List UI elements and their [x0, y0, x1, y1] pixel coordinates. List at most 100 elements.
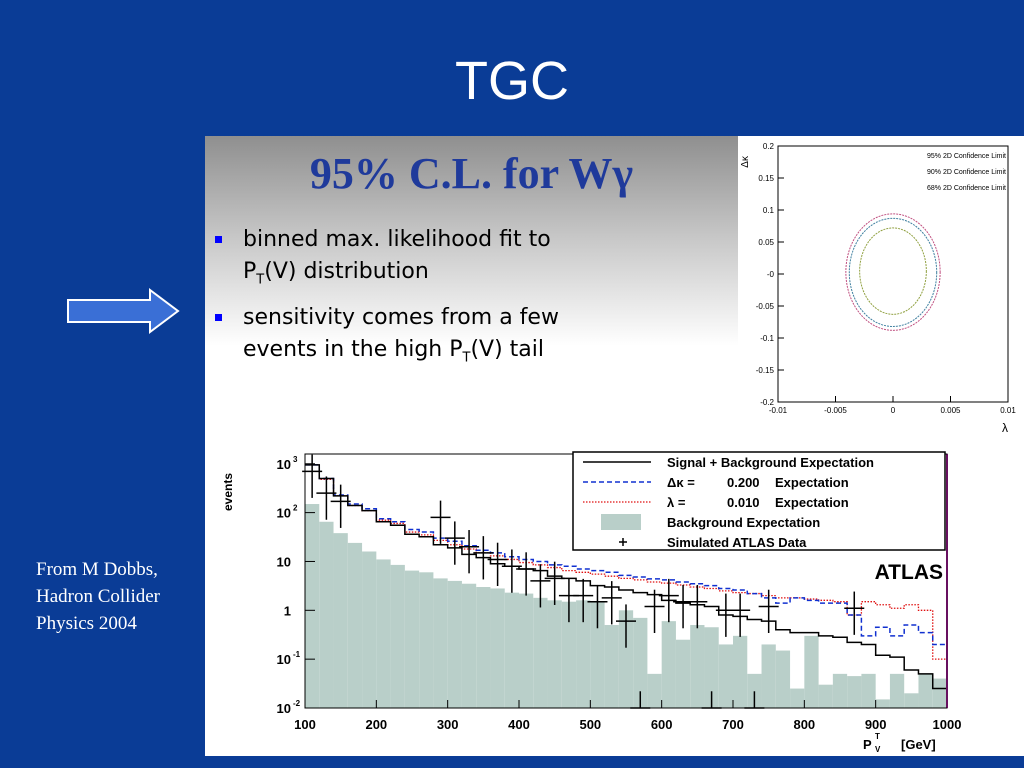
background-bar [447, 580, 462, 708]
bullet-subscript: T [256, 272, 265, 288]
legend-entry: 68% 2D Confidence Limit [927, 185, 1006, 192]
bullet-square-icon [215, 314, 222, 322]
y-tick-label: 0.05 [758, 238, 774, 247]
dk-expectation-line [305, 464, 947, 646]
signal-background-line [305, 464, 947, 690]
background-bar [832, 673, 848, 708]
legend-entry: 95% 2D Confidence Limit [927, 153, 1006, 160]
background-bar [633, 617, 648, 708]
background-bar [362, 551, 377, 708]
background-bar [519, 593, 534, 708]
credit-line: Hadron Collider [36, 586, 161, 607]
legend-value: 0.200 [727, 475, 760, 490]
background-bar [704, 627, 719, 708]
content-panel: 95% C.L. for Wγ binned max. likelihood f… [205, 136, 738, 436]
credit-text: From M Dobbs, Hadron Collider Physics 20… [36, 556, 201, 637]
background-bar [333, 533, 348, 708]
contour-curve [859, 227, 927, 315]
bullet-square-icon [215, 236, 222, 243]
y-tick-label: -0 [767, 270, 775, 279]
background-bar [804, 635, 819, 708]
credit-line: From M Dobbs, [36, 559, 158, 580]
contour-chart: 0.2 0.15 0.1 0.05 -0 -0.05 -0.1 -0.15 -0.2 -0.01 -… [738, 136, 1024, 436]
y-tick-label: 0.1 [763, 206, 775, 215]
background-bar [404, 570, 420, 708]
y-tick-label: 0.15 [758, 174, 774, 183]
background-bar [818, 684, 833, 708]
background-bar [904, 693, 919, 708]
x-tick-label: 0.005 [940, 406, 961, 415]
bullet-text-pre: binned max. likelihood fit to [243, 227, 551, 252]
y-tick-label: -0.05 [756, 302, 775, 311]
background-bar [647, 673, 662, 708]
background-bar [918, 673, 933, 708]
y-tick-label: 10 [277, 506, 291, 521]
bullet-item: binned max. likelihood fit to PT(V) dist… [215, 224, 655, 296]
credit-line: Physics 2004 [36, 613, 137, 634]
background-bar [576, 600, 591, 708]
x-tick-label: 300 [437, 717, 459, 732]
x-tick-label: 0 [891, 406, 896, 415]
x-tick-label: 100 [294, 717, 316, 732]
background-bar [889, 673, 905, 708]
legend-label: Signal + Background Expectation [667, 455, 874, 470]
x-tick-label: 400 [508, 717, 530, 732]
legend-box [572, 451, 946, 551]
background-bar [775, 650, 791, 708]
background-bar [390, 564, 405, 708]
x-axis-label-sup: T [875, 732, 880, 741]
y-tick-label: -0.2 [760, 398, 774, 407]
legend-symbol: Δκ = [667, 475, 695, 490]
x-axis-unit: [GeV] [901, 737, 936, 752]
background-bar [319, 521, 334, 708]
background-bar [690, 625, 705, 708]
legend-text: Expectation [775, 495, 849, 510]
contour-curve [845, 213, 941, 331]
bullet-list: binned max. likelihood fit to PT(V) dist… [215, 224, 655, 381]
x-tick-label: -0.005 [824, 406, 847, 415]
right-arrow-icon [66, 288, 182, 339]
x-tick-label: 900 [865, 717, 887, 732]
x-tick-label: 1000 [933, 717, 962, 732]
atlas-annotation: ATLAS [875, 561, 943, 584]
background-bar [419, 572, 434, 708]
background-bar [504, 592, 519, 708]
background-bar [733, 635, 748, 708]
background-bar [790, 688, 805, 708]
background-bar [490, 588, 505, 708]
background-bar [847, 676, 862, 708]
y-axis-label: events [221, 473, 235, 511]
background-bar [376, 559, 391, 708]
panel-title: 95% C.L. for Wγ [309, 149, 634, 198]
x-axis-label: λ [1002, 421, 1008, 435]
background-bar [461, 583, 477, 708]
x-axis-label: P [863, 737, 872, 752]
y-tick-label: 10 [277, 652, 291, 667]
y-tick-exponent: -1 [293, 650, 301, 659]
background-bar [347, 542, 363, 708]
y-tick-exponent: -2 [293, 699, 301, 708]
bullet-subscript: T [462, 350, 471, 366]
background-bar [861, 673, 876, 708]
y-tick-label: 10 [277, 457, 291, 472]
slide-title: TGC [455, 51, 569, 111]
legend-symbol: λ = [667, 495, 686, 510]
background-bar [932, 678, 947, 708]
background-bar [618, 610, 634, 708]
y-tick-label: 10 [277, 701, 291, 716]
background-bar [433, 578, 448, 708]
bullet-text-post: (V) tail [470, 337, 544, 363]
background-bar [718, 644, 733, 708]
x-tick-label: 500 [579, 717, 601, 732]
legend-text: Expectation [775, 475, 849, 490]
lambda-expectation-line [305, 464, 947, 660]
bullet-item: sensitivity comes from a few events in t… [215, 302, 655, 374]
y-axis-label: Δκ [740, 155, 751, 168]
y-tick-exponent: 2 [293, 504, 298, 513]
y-tick-label: 0.2 [763, 142, 775, 151]
background-bar [547, 600, 562, 708]
contour-chart-svg: 0.2 0.15 0.1 0.05 -0 -0.05 -0.1 -0.15 -0.2-0.01 -… [740, 142, 1016, 435]
background-bar [747, 673, 762, 708]
y-tick-label: 10 [277, 554, 291, 569]
